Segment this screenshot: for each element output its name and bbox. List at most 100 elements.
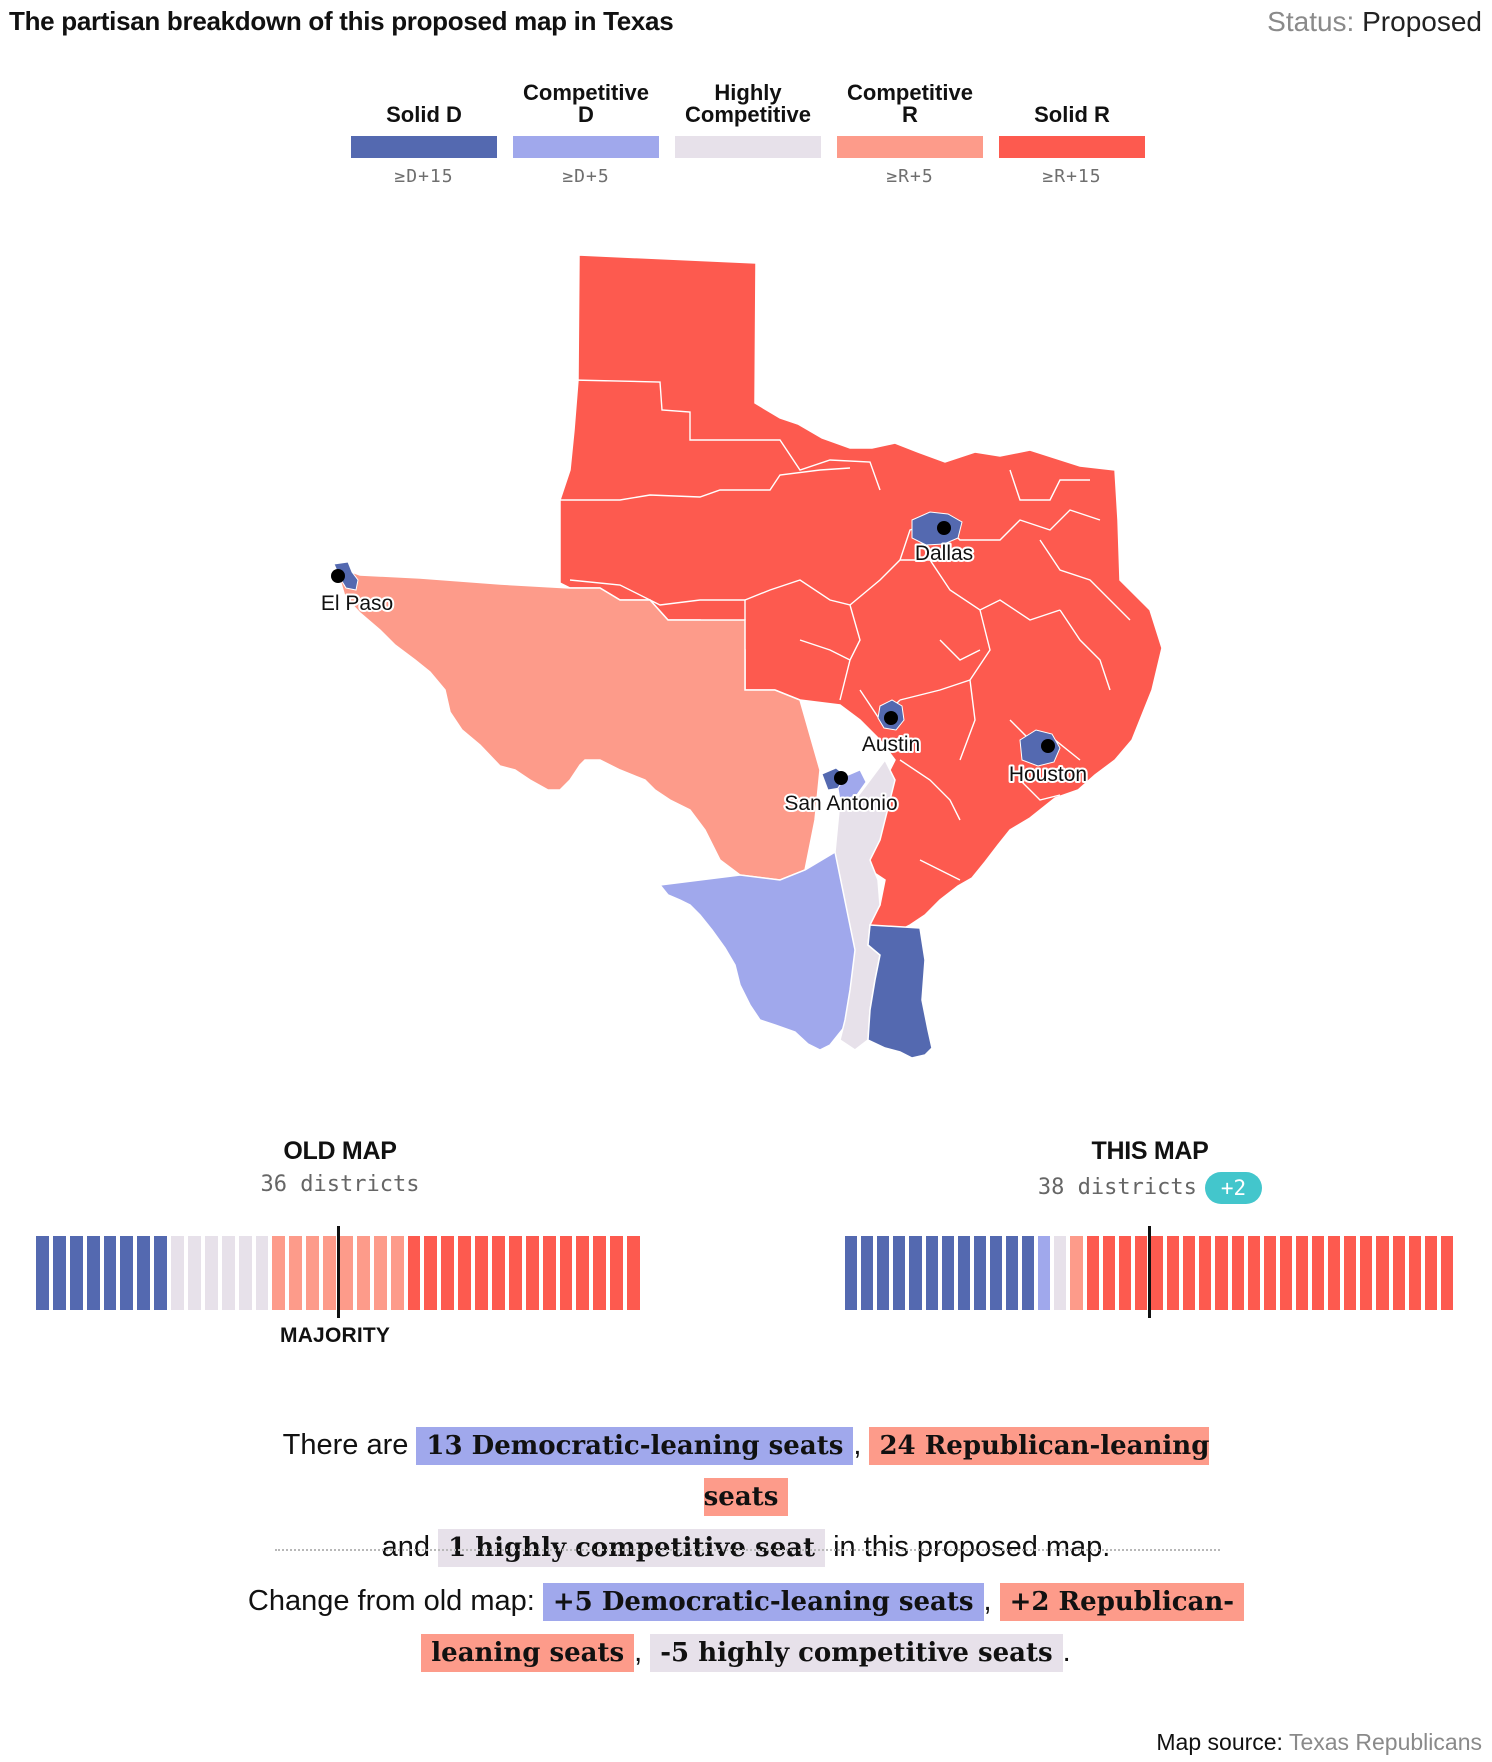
new-map-seat-solid-d <box>973 1236 986 1310</box>
old-map-header: OLD MAP 36 districts <box>190 1137 490 1197</box>
old-map-seat-competitive-r <box>323 1236 336 1310</box>
legend-label: Competitive R <box>847 80 973 127</box>
change-line-1: Change from old map: +5 Democratic-leani… <box>240 1576 1252 1627</box>
new-map-seat-competitive-r <box>1070 1236 1083 1310</box>
new-map-header: THIS MAP 38 districts +2 <box>960 1137 1340 1204</box>
city-dot-austin <box>884 711 898 725</box>
district-solid-d-valley <box>867 924 933 1059</box>
old-map-seat-competitive-r <box>272 1236 286 1310</box>
legend-item-highly-competitive: Highly Competitive <box>675 82 821 166</box>
summary-current: There are 13 Democratic-leaning seats, 2… <box>240 1420 1252 1573</box>
old-map-seat-competitive-r <box>390 1236 404 1310</box>
city-label-houston: Houston <box>1009 763 1087 786</box>
summary-text: and <box>381 1531 430 1563</box>
old-map-seat-solid-r <box>559 1236 573 1310</box>
legend-swatch <box>999 136 1145 158</box>
city-label-el-paso: El Paso <box>321 592 393 615</box>
legend-label: Highly Competitive <box>685 80 811 127</box>
dem-seats-highlight: 13 Democratic-leaning seats <box>416 1427 854 1465</box>
rep-change-highlight-b: leaning seats <box>421 1634 635 1672</box>
legend-range: ≥D+5 <box>562 166 610 187</box>
new-map-seat-solid-r <box>1215 1236 1228 1310</box>
status-indicator: Status: Proposed <box>1267 6 1482 38</box>
legend-label: Solid D <box>386 102 462 127</box>
old-map-seat-solid-r <box>508 1236 522 1310</box>
new-map-seat-solid-d <box>909 1236 922 1310</box>
summary-divider <box>275 1549 1220 1551</box>
new-map-seat-solid-d <box>957 1236 970 1310</box>
old-map-seat-solid-r <box>627 1236 640 1310</box>
new-map-seat-solid-d <box>941 1236 954 1310</box>
city-markers <box>331 521 1055 785</box>
old-map-seat-highly-competitive <box>255 1236 269 1310</box>
summary-period: . <box>1062 1636 1071 1668</box>
district-change-badge: +2 <box>1204 1172 1263 1204</box>
old-map-seat-solid-r <box>525 1236 539 1310</box>
new-map-majority-line <box>1148 1226 1151 1318</box>
old-map-seat-solid-d <box>137 1236 151 1310</box>
new-map-heading: THIS MAP <box>1091 1137 1209 1165</box>
new-map-seat-solid-r <box>1183 1236 1196 1310</box>
old-map-seat-highly-competitive <box>221 1236 235 1310</box>
old-map-seat-solid-d <box>86 1236 100 1310</box>
new-map-district-row: 38 districts +2 <box>960 1172 1340 1204</box>
old-map-seat-highly-competitive <box>188 1236 201 1310</box>
new-map-seat-solid-r <box>1295 1236 1309 1310</box>
legend-item-solid-d: Solid D ≥D+15 <box>351 82 497 187</box>
new-map-seat-solid-r <box>1167 1236 1180 1310</box>
new-map-seat-solid-r <box>1328 1236 1341 1310</box>
legend-range: ≥R+5 <box>886 166 934 187</box>
new-map-seat-solid-r <box>1440 1236 1453 1310</box>
change-line-2: leaning seats, -5 highly competitive sea… <box>240 1627 1252 1678</box>
old-map-seat-solid-r <box>424 1236 438 1310</box>
new-map-seat-solid-d <box>893 1236 906 1310</box>
city-dot-san-antonio <box>834 771 848 785</box>
source-value: Texas Republicans <box>1288 1729 1482 1755</box>
old-map-seat-highly-competitive <box>204 1236 218 1310</box>
old-map-seat-competitive-r <box>373 1236 387 1310</box>
new-map-seat-competitive-d <box>1038 1236 1051 1310</box>
new-map-seat-solid-r <box>1344 1236 1357 1310</box>
new-map-seat-solid-r <box>1263 1236 1276 1310</box>
new-map-seat-solid-r <box>1392 1236 1405 1310</box>
old-map-seat-competitive-r <box>306 1236 320 1310</box>
legend-label: Competitive D <box>523 80 649 127</box>
new-map-seat-solid-r <box>1312 1236 1325 1310</box>
old-map-seat-solid-r <box>458 1236 472 1310</box>
new-map-seat-solid-r <box>1424 1236 1437 1310</box>
new-map-seat-solid-r <box>1118 1236 1131 1310</box>
old-map-seat-solid-r <box>407 1236 421 1310</box>
legend-range: ≥R+15 <box>1042 166 1102 187</box>
legend-item-solid-r: Solid R ≥R+15 <box>999 82 1145 187</box>
new-map-seat-solid-r <box>1134 1236 1147 1310</box>
city-label-san-antonio: San Antonio <box>784 792 897 815</box>
city-label-austin: Austin <box>862 733 920 756</box>
old-map-majority-label: MAJORITY <box>280 1324 391 1347</box>
summary-text: There are <box>282 1429 409 1461</box>
old-map-seat-solid-d <box>120 1236 134 1310</box>
legend-swatch <box>351 136 497 158</box>
district-solid-d-houston <box>1019 729 1061 767</box>
legend-swatch <box>675 136 821 158</box>
new-map-seat-solid-r <box>1376 1236 1389 1310</box>
legend: Solid D ≥D+15 Competitive D ≥D+5 Highly … <box>0 80 1492 187</box>
old-map-seat-competitive-r <box>340 1236 353 1310</box>
old-map-seat-solid-r <box>576 1236 590 1310</box>
old-map-seat-solid-r <box>593 1236 607 1310</box>
city-label-dallas: Dallas <box>915 542 973 565</box>
old-map-seat-solid-r <box>492 1236 505 1310</box>
old-map-seat-bar <box>36 1236 644 1310</box>
district-solid-d-dallas <box>911 511 963 546</box>
new-map-seat-solid-d <box>845 1236 858 1310</box>
summary-line-2: and 1 highly competitive seat in this pr… <box>240 1522 1252 1573</box>
old-map-majority-line <box>337 1226 340 1318</box>
new-map-seat-solid-r <box>1360 1236 1373 1310</box>
new-map-seat-highly-competitive <box>1054 1236 1067 1310</box>
new-map-seat-solid-r <box>1279 1236 1292 1310</box>
city-dot-houston <box>1041 739 1055 753</box>
city-dot-dallas <box>937 521 951 535</box>
legend-item-competitive-r: Competitive R ≥R+5 <box>837 82 983 187</box>
new-map-seat-solid-d <box>1022 1236 1035 1310</box>
old-map-seat-solid-r <box>542 1236 556 1310</box>
old-map-seat-competitive-r <box>356 1236 370 1310</box>
